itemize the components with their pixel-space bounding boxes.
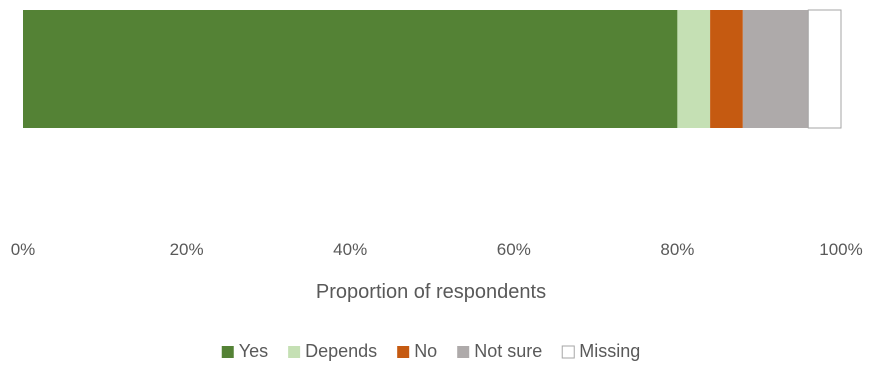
bar-group	[23, 9, 842, 129]
x-axis-title: Proportion of respondents	[316, 281, 546, 303]
legend: Yes Depends No Not sure Missing	[221, 341, 640, 361]
bar-segment-depends	[677, 10, 711, 128]
legend-swatch-not-sure	[457, 346, 470, 358]
legend-label-missing: Missing	[579, 341, 640, 361]
legend-label-not-sure: Not sure	[474, 341, 542, 361]
x-tick-label: 0%	[11, 240, 36, 259]
legend-swatch-depends	[288, 346, 301, 358]
legend-swatch-missing	[561, 345, 575, 359]
legend-swatch-no	[397, 346, 410, 358]
bar-segment-yes	[23, 10, 678, 128]
bar-segment-no	[710, 10, 743, 128]
legend-label-no: No	[414, 341, 437, 361]
x-tick-label: 80%	[660, 240, 694, 259]
x-axis-ticks: 0% 20% 40% 60% 80% 100%	[11, 240, 863, 259]
legend-swatch-yes	[221, 346, 234, 358]
bar-segment-missing	[807, 9, 842, 129]
legend-label-yes: Yes	[239, 341, 268, 361]
bar-segment-not-sure	[742, 10, 809, 128]
x-tick-label: 60%	[497, 240, 531, 259]
x-tick-label: 20%	[170, 240, 204, 259]
x-tick-label: 100%	[819, 240, 862, 259]
legend-label-depends: Depends	[305, 341, 377, 361]
x-tick-label: 40%	[333, 240, 367, 259]
